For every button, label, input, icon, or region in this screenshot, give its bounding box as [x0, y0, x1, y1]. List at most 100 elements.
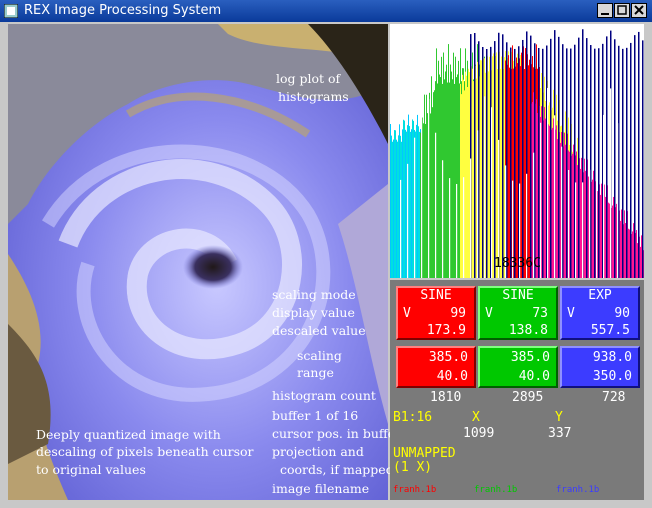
histogram-blue-bar [614, 39, 616, 278]
histogram-red-bar [512, 45, 513, 278]
histogram-yellow-bar [493, 53, 494, 278]
histogram-cyan-bar [392, 141, 393, 278]
histogram-yellow-bar [476, 78, 477, 278]
histogram-white-spike [568, 170, 570, 278]
histogram-green-bar [451, 71, 452, 278]
annotation-projection-2: coords, if mapped [280, 462, 394, 477]
histogram-magenta-bar [564, 132, 565, 278]
histogram-magenta-bar [633, 223, 634, 278]
maximize-button[interactable] [614, 3, 630, 18]
histogram-green-bar [426, 94, 427, 278]
histogram-magenta-bar [549, 125, 550, 278]
histogram-magenta-bar [640, 246, 641, 278]
histogram-green-bar [437, 83, 438, 278]
histogram-red-bar [529, 59, 530, 278]
histogram-green-bar [438, 60, 439, 278]
histogram-plot[interactable] [390, 24, 644, 278]
histogram-blue-bar [570, 48, 572, 278]
histogram-white-spike [421, 104, 423, 278]
histogram-blue-bar [638, 31, 640, 278]
close-button[interactable] [631, 3, 647, 18]
histogram-magenta-bar [581, 157, 582, 278]
histogram-magenta-bar [621, 209, 622, 278]
histogram-yellow-bar [460, 83, 461, 278]
histogram-blue-bar [518, 46, 520, 278]
histogram-green-bar [423, 123, 424, 278]
histogram-magenta-bar [641, 235, 642, 278]
blue-filename: franh.1b [556, 485, 600, 495]
histogram-green-bar [458, 60, 459, 278]
histogram-white-spike [533, 152, 535, 278]
histogram-green-bar [434, 90, 435, 278]
green-v-label: V [485, 306, 493, 321]
histogram-magenta-bar [597, 191, 598, 278]
histogram-magenta-bar [560, 142, 561, 278]
histogram-blue-bar [478, 41, 480, 278]
histogram-green-bar [445, 71, 446, 278]
histogram-white-spike [428, 98, 430, 278]
histogram-blue-bar [578, 37, 580, 278]
histogram-cyan-bar [413, 120, 414, 278]
green-filename: franh.1b [474, 485, 518, 495]
histogram-red-bar [520, 66, 521, 278]
histogram-blue-bar [590, 45, 592, 278]
green-channel-box[interactable]: SINE V 73 138.8 [478, 286, 558, 340]
annotation-log-plot-1: log plot of [276, 71, 341, 86]
histogram-green-bar [454, 83, 455, 278]
histogram-magenta-bar [604, 184, 605, 278]
blue-channel-box[interactable]: EXP V 90 557.5 [560, 286, 640, 340]
green-range-max: 385.0 [510, 350, 550, 365]
histogram-red-bar [509, 67, 510, 278]
histogram-white-spike [575, 182, 577, 278]
red-display-value: 99 [450, 306, 466, 321]
green-range-box[interactable]: 385.0 40.0 [478, 346, 558, 388]
histogram-magenta-bar [552, 127, 553, 278]
histogram-blue-bar [550, 38, 552, 278]
histogram-cyan-bar [412, 119, 413, 278]
buffer-label: B1:16 [393, 410, 433, 425]
annotation-quantized-3: to original values [36, 462, 146, 477]
histogram-blue-bar [574, 44, 576, 278]
histogram-green-bar [456, 77, 457, 278]
histogram-blue-bar [598, 48, 600, 278]
histogram-green-bar [452, 79, 453, 278]
annotation-scaling-mode: scaling mode [272, 287, 356, 302]
green-descaled-value: 138.8 [508, 323, 548, 338]
annotation-cursor-pos: cursor pos. in buffer [272, 426, 402, 441]
red-filename: franh.1b [393, 485, 437, 495]
app-icon[interactable] [4, 4, 18, 18]
red-channel-box[interactable]: SINE V 99 173.9 [396, 286, 476, 340]
annotation-projection-1: projection and [272, 444, 364, 459]
histogram-magenta-bar [613, 196, 614, 278]
histogram-green-bar [444, 79, 445, 278]
histogram-magenta-bar [545, 118, 546, 278]
annotation-display-value: display value [272, 305, 355, 320]
red-range-box[interactable]: 385.0 40.0 [396, 346, 476, 388]
projection-status: UNMAPPED [393, 446, 456, 461]
histogram-magenta-bar [572, 153, 573, 278]
histogram-blue-bar [474, 33, 476, 278]
minimize-button[interactable] [597, 3, 613, 18]
histogram-green-bar [443, 52, 444, 278]
histogram-green-bar [440, 77, 441, 278]
blue-range-max: 938.0 [592, 350, 632, 365]
histogram-cyan-bar [401, 141, 402, 278]
red-v-label: V [403, 306, 411, 321]
histogram-red-bar [517, 63, 518, 278]
histogram-red-bar [513, 68, 514, 278]
histogram-green-bar [436, 48, 437, 278]
satellite-image-view[interactable] [8, 24, 388, 500]
histogram-magenta-bar [637, 243, 638, 278]
histogram-white-spike [435, 132, 437, 278]
histogram-white-spike [610, 88, 612, 278]
histogram-magenta-bar [556, 125, 557, 278]
histogram-yellow-bar [473, 81, 474, 278]
histogram-yellow-bar [461, 94, 462, 278]
histogram-green-bar [446, 64, 447, 278]
histogram-cyan-bar [396, 139, 397, 278]
histogram-magenta-bar [565, 144, 566, 278]
histogram-blue-bar [626, 47, 628, 278]
blue-range-box[interactable]: 938.0 350.0 [560, 346, 640, 388]
histogram-magenta-bar [620, 220, 621, 278]
histogram-magenta-bar [609, 203, 610, 278]
